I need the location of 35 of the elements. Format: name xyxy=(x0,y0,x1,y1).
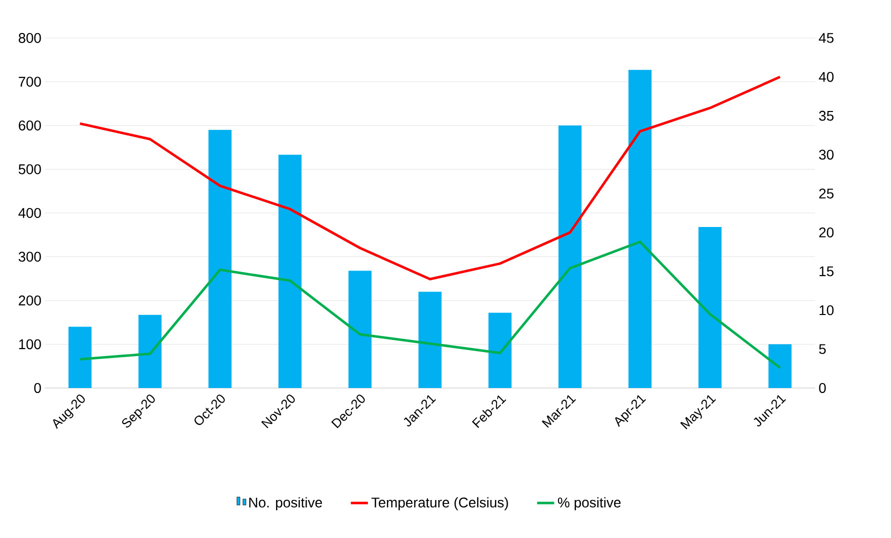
y2-tick-label: 15 xyxy=(820,266,834,276)
line-series xyxy=(78,76,782,280)
bar xyxy=(348,270,372,388)
y2-tick-label: 10 xyxy=(820,305,834,316)
legend-label: % positive xyxy=(558,497,621,510)
y-tick-label: 400 xyxy=(18,208,41,218)
bar xyxy=(278,154,302,388)
legend-label: Temperature (Celsius) xyxy=(371,497,508,510)
line-series xyxy=(78,240,782,370)
bar xyxy=(488,312,512,388)
y-tick-label: 600 xyxy=(18,120,41,130)
y2-tick-label: 5 xyxy=(819,344,826,354)
y-tick-label: 800 xyxy=(18,33,41,43)
bar xyxy=(138,314,162,388)
y-tick-label: 200 xyxy=(18,296,41,306)
y-tick-label: 0 xyxy=(34,383,41,393)
y-tick-label: 500 xyxy=(18,164,41,174)
y2-tick-label: 25 xyxy=(819,188,834,199)
bar xyxy=(418,292,442,388)
bar xyxy=(208,130,232,388)
bar xyxy=(68,326,92,388)
bar xyxy=(628,70,652,388)
legend-label: No. positive xyxy=(249,497,322,510)
y2-tick-label: 20 xyxy=(819,227,834,238)
y2-tick-label: 30 xyxy=(819,150,834,160)
y2-tick-label: 45 xyxy=(818,33,834,43)
y-tick-label: 300 xyxy=(18,252,41,262)
y2-tick-label: 35 xyxy=(819,110,834,121)
y2-tick-label: 0 xyxy=(819,383,826,393)
y-tick-label: 700 xyxy=(18,76,41,87)
bar xyxy=(768,344,792,388)
bar xyxy=(698,226,722,388)
bar xyxy=(558,125,582,388)
y2-tick-label: 40 xyxy=(818,72,834,82)
y-tick-label: 100 xyxy=(19,339,41,350)
